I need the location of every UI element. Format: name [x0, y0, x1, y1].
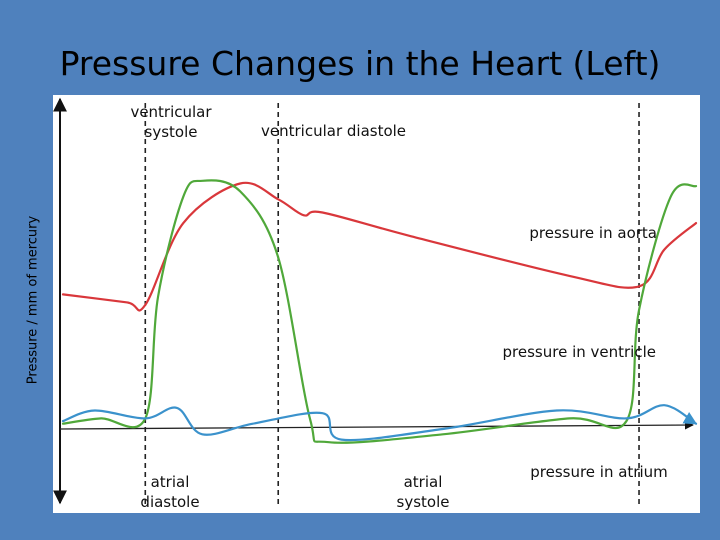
annotation-atrial-diastole: atrial diastole	[140, 473, 199, 511]
annotation-pressure-in-aorta-line-0: pressure in aorta	[529, 224, 657, 242]
annotation-pressure-in-atrium: pressure in atrium	[530, 463, 668, 481]
annotation-ventricular-systole-line-1: systole	[145, 123, 198, 141]
annotation-pressure-in-ventricle: pressure in ventricle	[503, 343, 656, 361]
annotation-ventricular-diastole: ventricular diastole	[261, 122, 406, 140]
annotation-pressure-in-aorta: pressure in aorta	[529, 224, 657, 242]
annotation-atrial-systole-line-1: systole	[397, 493, 450, 511]
annotation-ventricular-diastole-line-0: ventricular diastole	[261, 122, 406, 140]
pressure-chart: ventricular systole ventricular diastole pr…	[53, 97, 698, 511]
annotation-atrial-systole: atrial systole	[397, 473, 450, 511]
atrium-pressure-line	[61, 404, 698, 442]
annotation-pressure-in-atrium-line-0: pressure in atrium	[530, 463, 668, 481]
annotation-ventricular-systole: ventricular systole	[130, 103, 212, 141]
time-axis-arrow	[59, 420, 694, 430]
ventricle-pressure-line	[61, 179, 698, 444]
y-axis-label: Pressure / mm of mercury	[25, 215, 41, 385]
slide-title: Pressure Changes in the Heart (Left)	[59, 44, 661, 83]
annotation-ventricular-systole-line-0: ventricular	[130, 103, 212, 121]
annotation-pressure-in-ventricle-line-0: pressure in ventricle	[503, 343, 656, 361]
chart-panel: ventricular systole ventricular diastole pr…	[53, 95, 700, 513]
annotation-atrial-diastole-line-0: atrial	[151, 473, 190, 491]
aorta-pressure-line	[61, 181, 698, 312]
annotation-atrial-systole-line-0: atrial	[404, 473, 443, 491]
annotation-atrial-diastole-line-1: diastole	[140, 493, 199, 511]
